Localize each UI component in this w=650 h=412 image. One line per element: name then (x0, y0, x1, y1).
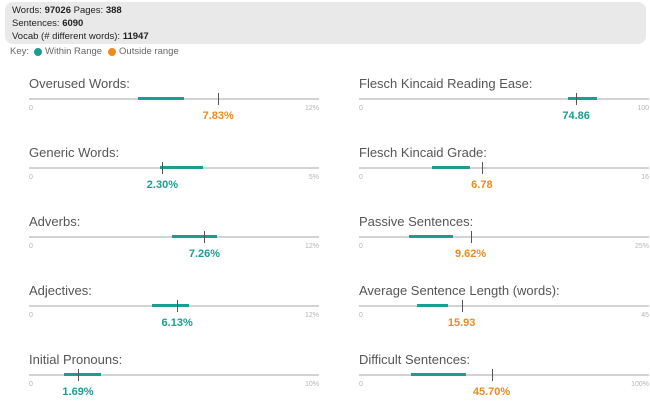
metric-value: 6.13% (161, 317, 193, 329)
metric-track (359, 93, 649, 105)
metric-track (359, 231, 649, 243)
words-label: Words: (12, 5, 42, 16)
scale-min-label: 0 (29, 174, 33, 181)
value-marker (162, 162, 164, 174)
target-range-bar (171, 235, 218, 238)
metric-label: Passive Sentences: (359, 214, 474, 229)
scale-min-label: 0 (359, 105, 363, 112)
metric-value: 2.30% (146, 179, 178, 191)
value-marker (218, 93, 220, 105)
scale-min-label: 0 (359, 312, 363, 319)
metric-track (29, 300, 319, 312)
pages-label: Pages: (73, 5, 104, 16)
metric-track (359, 369, 649, 381)
metric-passive-sentences: Passive Sentences: 0 25% 9.62% (359, 214, 649, 274)
outside-range-dot-icon (108, 48, 117, 56)
value-marker (204, 231, 206, 243)
target-range-bar (159, 166, 203, 169)
scale-max-label: 12% (304, 312, 319, 319)
pages-value: 388 (105, 5, 122, 16)
metric-difficult-sentences: Difficult Sentences: 0 100% 45.70% (359, 352, 649, 412)
scale-min-label: 0 (359, 381, 363, 388)
scale-max-label: 10% (304, 381, 319, 388)
value-marker (491, 369, 493, 381)
within-range-dot-icon (34, 48, 43, 56)
metric-generic-words: Generic Words: 0 5% 2.30% (29, 145, 319, 205)
metric-label: Initial Pronouns: (29, 352, 123, 367)
scale-max-label: 12% (304, 243, 319, 250)
metric-label: Difficult Sentences: (359, 352, 471, 367)
within-range-label: Within Range (45, 46, 103, 57)
scale-max-label: 100% (631, 381, 649, 388)
target-range-bar (152, 304, 189, 307)
metric-value: 6.78 (471, 179, 493, 191)
metric-flesch-kincaid-grade: Flesch Kincaid Grade: 0 16 6.78 (359, 145, 649, 205)
value-marker (481, 162, 483, 174)
scale-min-label: 0 (29, 312, 33, 319)
scale-min-label: 0 (29, 381, 33, 388)
target-range-bar (417, 304, 448, 307)
sentences-label: Sentences: (12, 18, 60, 29)
scale-min-label: 0 (359, 174, 363, 181)
scale-max-label: 5% (308, 174, 319, 181)
value-marker (177, 300, 179, 312)
outside-range-label: Outside range (119, 46, 179, 57)
scale-min-label: 0 (29, 105, 33, 112)
metric-value: 74.86 (562, 110, 590, 122)
metric-track (359, 300, 649, 312)
metric-label: Flesch Kincaid Reading Ease: (359, 76, 533, 91)
sentences-value: 6090 (62, 18, 84, 29)
metric-value: 15.93 (447, 317, 476, 329)
metric-track (29, 369, 319, 381)
scale-max-label: 16 (641, 174, 649, 181)
scale-min-label: 0 (359, 243, 363, 250)
vocab-value: 11947 (122, 31, 149, 42)
scale-max-label: 25% (634, 243, 649, 250)
metric-value: 7.83% (202, 110, 234, 122)
metric-label: Generic Words: (29, 145, 120, 160)
sentences-line: Sentences: 6090 (12, 17, 646, 30)
scale-max-label: 12% (304, 105, 319, 112)
metric-adverbs: Adverbs: 0 12% 7.26% (29, 214, 319, 274)
target-range-bar (567, 97, 597, 100)
metric-value: 7.26% (188, 248, 221, 260)
target-range-bar (63, 373, 102, 376)
scale-max-label: 100 (637, 105, 649, 112)
metric-label: Flesch Kincaid Grade: (359, 145, 487, 160)
metric-track (359, 162, 649, 174)
legend-key: Key: Within Range Outside range (10, 46, 179, 58)
scale-min-label: 0 (29, 243, 33, 250)
words-pages-line: Words: 97026 Pages: 388 (12, 4, 646, 17)
metric-value: 9.62% (454, 248, 487, 260)
metric-average-sentence-length: Average Sentence Length (words): 0 45 15.93 (359, 283, 649, 343)
metric-label: Overused Words: (29, 76, 130, 91)
metric-value: 1.69% (62, 386, 94, 398)
metric-flesch-reading-ease: Flesch Kincaid Reading Ease: 0 100 74.86 (359, 76, 649, 136)
summary-stats-box: Words: 97026 Pages: 388 Sentences: 6090 … (5, 2, 646, 44)
metric-track (29, 93, 319, 105)
value-marker (470, 231, 472, 243)
metric-adjectives: Adjectives: 0 12% 6.13% (29, 283, 319, 343)
vocab-label: Vocab (# different words): (12, 31, 121, 42)
target-range-bar (411, 373, 467, 376)
metric-value: 45.70% (472, 386, 511, 398)
value-marker (576, 93, 578, 105)
scale-max-label: 45 (641, 312, 649, 319)
metric-label: Average Sentence Length (words): (359, 283, 560, 298)
vocab-line: Vocab (# different words): 11947 (12, 30, 646, 43)
metric-overused-words: Overused Words: 0 12% 7.83% (29, 76, 319, 136)
key-label: Key: (10, 46, 30, 57)
metric-track (29, 162, 319, 174)
metric-label: Adverbs: (29, 214, 81, 229)
value-marker (78, 369, 79, 381)
metric-initial-pronouns: Initial Pronouns: 0 10% 1.69% (29, 352, 319, 412)
target-range-bar (431, 166, 470, 169)
metric-track (29, 231, 319, 243)
words-value: 97026 (44, 5, 71, 16)
metric-label: Adjectives: (29, 283, 92, 298)
target-range-bar (408, 235, 453, 238)
target-range-bar (137, 97, 184, 100)
value-marker (461, 300, 463, 312)
